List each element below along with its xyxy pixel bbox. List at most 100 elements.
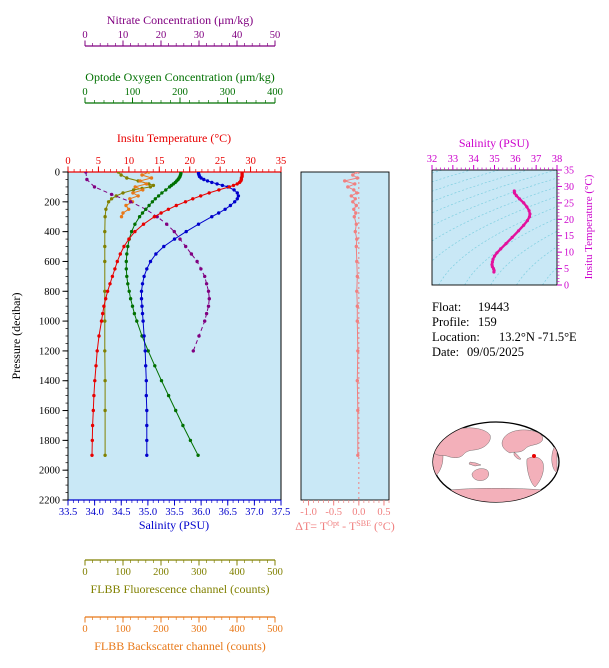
delta-t-panel: -1.0 -0.5 0.0 0.5	[300, 171, 391, 518]
svg-text:0.0: 0.0	[352, 507, 365, 518]
svg-text:100: 100	[115, 624, 131, 635]
svg-text:1200: 1200	[39, 346, 60, 357]
oxygen-axis: 0 100 200 300 400	[82, 87, 283, 104]
svg-text:38: 38	[552, 154, 563, 165]
svg-text:0: 0	[82, 87, 87, 98]
backscatter-axis-title: FLBB Backscatter channel (counts)	[94, 639, 266, 653]
profile-value: 159	[478, 315, 497, 329]
svg-text:10: 10	[118, 30, 129, 41]
svg-text:34: 34	[468, 154, 479, 165]
svg-text:33.5: 33.5	[59, 507, 77, 518]
svg-text:35.5: 35.5	[165, 507, 183, 518]
world-map	[432, 421, 560, 503]
svg-text:200: 200	[153, 624, 169, 635]
svg-text:10: 10	[124, 156, 135, 167]
pressure-axis-title: Pressure (decibar)	[9, 293, 23, 380]
svg-text:800: 800	[44, 287, 60, 298]
svg-text:36.5: 36.5	[219, 507, 237, 518]
svg-text:35: 35	[276, 156, 287, 167]
svg-text:25: 25	[564, 198, 574, 209]
svg-text:37: 37	[531, 154, 542, 165]
series-t-s-curve	[490, 189, 532, 274]
float-value: 19443	[478, 300, 509, 314]
svg-text:34.0: 34.0	[85, 507, 103, 518]
svg-text:0: 0	[55, 168, 60, 179]
map-land-africa-east	[551, 443, 558, 473]
map-land-central-america	[513, 451, 522, 460]
svg-text:50: 50	[270, 30, 281, 41]
svg-text:35.0: 35.0	[139, 507, 157, 518]
fluorescence-axis: 0 100 200 300 400 500	[82, 559, 283, 578]
svg-text:200: 200	[153, 567, 169, 578]
float-label: Float:	[432, 300, 461, 314]
svg-text:100: 100	[115, 567, 131, 578]
location-value: 13.2°N -71.5°E	[499, 330, 577, 344]
svg-text:36: 36	[510, 154, 521, 165]
svg-text:20: 20	[564, 215, 574, 226]
svg-text:34.5: 34.5	[112, 507, 130, 518]
nitrate-axis: 0 10 20 30 40 50	[82, 30, 281, 47]
date-value: 09/05/2025	[467, 345, 524, 359]
svg-text:35: 35	[564, 166, 574, 177]
svg-text:200: 200	[172, 87, 188, 98]
series-salinity	[139, 172, 241, 457]
map-land-indonesia	[468, 461, 482, 467]
ts-salinity-axis-title: Salinity (PSU)	[459, 136, 529, 150]
delta-t-axis-title: ΔT= TOpt - TSBE (°C)	[295, 519, 395, 533]
svg-text:500: 500	[267, 624, 283, 635]
svg-text:15: 15	[154, 156, 165, 167]
svg-text:300: 300	[191, 624, 207, 635]
location-label: Location:	[432, 330, 480, 344]
svg-text:0: 0	[82, 30, 87, 41]
svg-text:1400: 1400	[39, 376, 60, 387]
svg-text:20: 20	[184, 156, 195, 167]
ts-temperature-axis-title: Insitu Temperature (°C)	[583, 174, 595, 279]
svg-text:1000: 1000	[39, 317, 60, 328]
svg-text:30: 30	[194, 30, 205, 41]
float-location-marker	[532, 454, 536, 458]
svg-text:0: 0	[82, 567, 87, 578]
svg-text:5: 5	[96, 156, 101, 167]
svg-text:400: 400	[267, 87, 283, 98]
svg-text:0: 0	[65, 156, 70, 167]
svg-text:33: 33	[448, 154, 459, 165]
svg-text:0.5: 0.5	[377, 507, 390, 518]
temperature-axis: 0 5 10 15 20 25 30 35	[65, 156, 287, 173]
svg-text:25: 25	[215, 156, 226, 167]
svg-text:1800: 1800	[39, 436, 60, 447]
svg-text:500: 500	[267, 567, 283, 578]
svg-text:37.5: 37.5	[272, 507, 290, 518]
map-land-greenland	[540, 427, 552, 435]
ts-density-contours	[432, 170, 557, 285]
svg-text:1600: 1600	[39, 406, 60, 417]
svg-text:400: 400	[229, 567, 245, 578]
temperature-axis-title: Insitu Temperature (°C)	[117, 131, 231, 145]
salinity-axis-title: Salinity (PSU)	[139, 518, 209, 532]
pressure-axis: 0 200 400 600 800 1000 1200 1400 1600 1800 2000 220…	[39, 168, 282, 507]
nitrate-axis-title: Nitrate Concentration (μm/kg)	[107, 13, 253, 27]
svg-text:200: 200	[44, 197, 60, 208]
profile-label: Profile:	[432, 315, 470, 329]
svg-text:100: 100	[125, 87, 141, 98]
svg-text:0: 0	[82, 624, 87, 635]
svg-text:5: 5	[564, 264, 569, 275]
svg-text:37.0: 37.0	[245, 507, 263, 518]
series-nitrate	[84, 172, 211, 353]
svg-text:30: 30	[245, 156, 256, 167]
salinity-axis: 33.5 34.0 34.5 35.0 35.5 36.0 36.5 37.0 37.5	[59, 499, 290, 518]
series-temperature	[90, 172, 244, 457]
map-land-australia	[471, 468, 489, 481]
svg-text:20: 20	[156, 30, 167, 41]
date-label: Date:	[432, 345, 459, 359]
svg-text:30: 30	[564, 182, 574, 193]
svg-text:36.0: 36.0	[192, 507, 210, 518]
svg-text:400: 400	[229, 624, 245, 635]
map-land-south-america	[526, 456, 544, 488]
oxygen-axis-title: Optode Oxygen Concentration (μm/kg)	[85, 70, 274, 84]
svg-text:300: 300	[191, 567, 207, 578]
svg-text:2000: 2000	[39, 466, 60, 477]
svg-text:600: 600	[44, 257, 60, 268]
svg-text:35: 35	[489, 154, 500, 165]
